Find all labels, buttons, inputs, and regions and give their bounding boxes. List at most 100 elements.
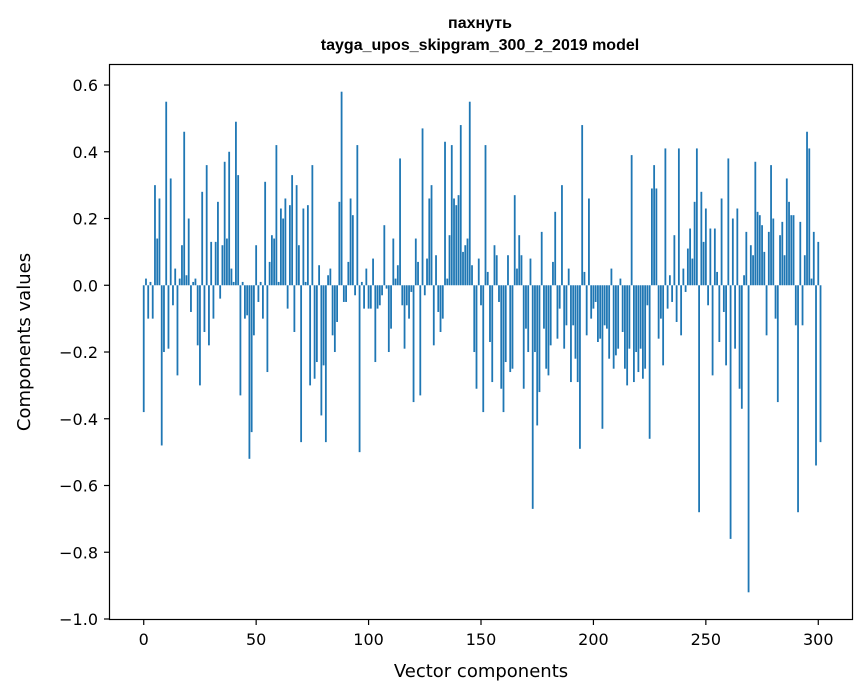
- bar-252: [709, 228, 712, 286]
- bar-138: [453, 198, 455, 286]
- bar-121: [414, 238, 417, 286]
- bar-19: [185, 275, 188, 286]
- bar-287: [788, 201, 790, 286]
- bar-179: [545, 285, 548, 369]
- bar-177: [540, 231, 543, 286]
- bar-49: [253, 285, 255, 336]
- bar-149: [477, 258, 480, 286]
- bar-90: [345, 285, 347, 302]
- bar-118: [408, 285, 410, 319]
- bar-166: [516, 268, 518, 286]
- bar-195: [581, 125, 584, 286]
- bar-105: [378, 285, 381, 306]
- y-axis-ticks: 0.6 0.4 0.2 0.0 −0.2 −0.4 −0.6 −0.8 −1.0: [59, 76, 110, 629]
- bar-7: [158, 198, 161, 286]
- bar-83: [329, 268, 332, 286]
- bar-231: [662, 285, 665, 366]
- bar-220: [637, 285, 640, 373]
- bar-189: [567, 268, 570, 286]
- bar-106: [381, 285, 383, 296]
- bar-48: [250, 285, 253, 433]
- bar-135: [446, 278, 449, 286]
- bar-43: [239, 285, 242, 396]
- bar-206: [606, 285, 608, 329]
- bar-71: [302, 208, 305, 286]
- bar-145: [468, 101, 471, 286]
- bar-16: [178, 278, 181, 286]
- bar-202: [597, 285, 599, 342]
- bar-236: [673, 235, 676, 286]
- bar-68: [295, 185, 298, 286]
- bar-279: [770, 165, 772, 286]
- bar-0: [142, 285, 145, 413]
- bar-120: [412, 285, 415, 403]
- bar-196: [583, 271, 586, 286]
- bar-243: [689, 228, 692, 286]
- bars-group: [142, 91, 822, 593]
- bar-297: [810, 278, 813, 286]
- bar-294: [803, 255, 806, 286]
- bar-27: [203, 285, 206, 332]
- bar-174: [534, 285, 536, 353]
- bar-216: [628, 285, 631, 349]
- bar-205: [603, 285, 606, 326]
- bar-230: [659, 285, 662, 319]
- bar-164: [511, 285, 514, 369]
- bar-167: [518, 235, 521, 286]
- bar-185: [558, 285, 561, 309]
- bar-45: [244, 285, 246, 319]
- bar-87: [338, 201, 341, 286]
- bar-12: [169, 178, 172, 286]
- bar-151: [482, 285, 485, 413]
- bar-198: [588, 198, 590, 286]
- bar-215: [626, 285, 629, 386]
- bar-65: [288, 205, 291, 286]
- bar-281: [774, 285, 777, 319]
- bar-172: [529, 258, 532, 286]
- bar-256: [718, 285, 721, 342]
- bar-182: [552, 261, 554, 286]
- bar-91: [347, 261, 350, 286]
- bar-17: [181, 245, 183, 286]
- bar-159: [500, 285, 503, 389]
- bar-251: [707, 285, 709, 306]
- bar-140: [457, 195, 460, 286]
- bar-245: [693, 201, 696, 286]
- bar-96: [358, 285, 361, 453]
- bar-298: [812, 231, 815, 286]
- bar-104: [376, 285, 379, 309]
- bar-187: [563, 285, 566, 349]
- bar-15: [176, 285, 179, 376]
- bar-74: [309, 285, 312, 386]
- bar-270: [749, 245, 752, 286]
- bar-289: [792, 215, 795, 286]
- x-tick-label: 100: [353, 630, 384, 649]
- bar-282: [776, 285, 779, 403]
- bar-268: [745, 231, 748, 286]
- bar-262: [731, 218, 734, 286]
- bar-55: [266, 285, 269, 373]
- bar-115: [401, 285, 404, 306]
- x-axis-ticks: 0 50 100 150 200 250 300: [139, 619, 834, 649]
- bar-232: [664, 148, 667, 286]
- bar-133: [441, 285, 444, 319]
- bar-134: [444, 141, 446, 286]
- bar-209: [612, 285, 615, 369]
- bar-147: [473, 285, 476, 353]
- bar-224: [646, 285, 649, 306]
- bar-186: [561, 185, 563, 286]
- bar-144: [466, 238, 469, 286]
- bar-201: [594, 285, 597, 302]
- bar-56: [268, 261, 271, 286]
- bar-132: [439, 285, 442, 332]
- bar-85: [333, 285, 336, 353]
- bar-142: [462, 251, 464, 286]
- bar-18: [183, 131, 186, 286]
- bar-299: [815, 285, 817, 466]
- bar-86: [336, 285, 338, 322]
- bar-157: [495, 255, 498, 286]
- bar-284: [781, 221, 784, 286]
- bar-34: [219, 285, 222, 299]
- bar-162: [507, 255, 509, 286]
- bar-288: [790, 215, 793, 286]
